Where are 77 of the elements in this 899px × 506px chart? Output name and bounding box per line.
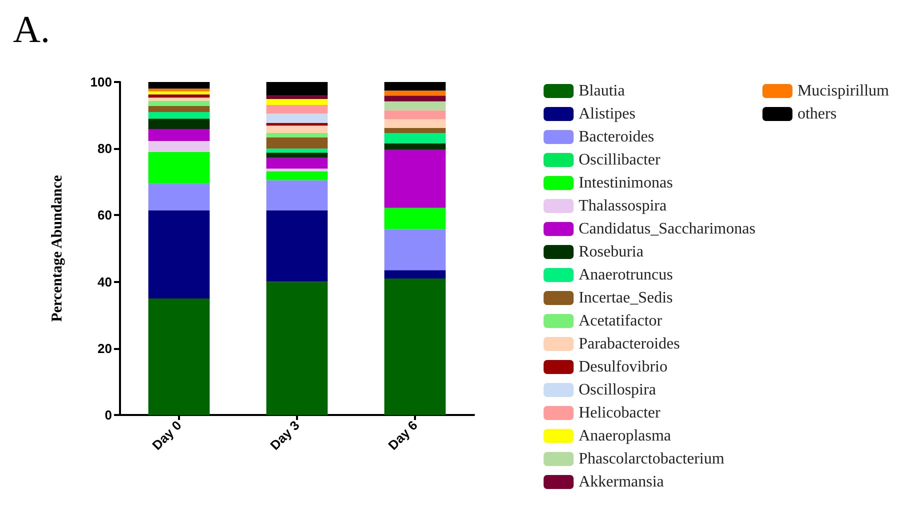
legend-label: Acetatifactor (578, 312, 663, 330)
bar (148, 140, 210, 152)
bar (266, 180, 328, 210)
bar (384, 132, 446, 144)
bar (148, 118, 210, 129)
bar (384, 229, 446, 270)
legend-label: Oscillospira (578, 382, 656, 398)
bar (384, 90, 446, 96)
bar (266, 122, 328, 126)
bar (384, 278, 446, 415)
legend-label: Helicobacter (578, 404, 661, 422)
bar (266, 148, 328, 153)
bar (266, 210, 328, 282)
bar (266, 96, 328, 99)
bar (266, 171, 328, 180)
legend-label: Bacteroides (578, 128, 654, 146)
bar (384, 110, 446, 120)
legend-label: Blautia (578, 82, 625, 100)
legend-label: Candidatus_Saccharimonas (578, 220, 756, 238)
legend-label: Incertae_Sedis (578, 290, 673, 306)
legend-label: Akkermansia (578, 474, 664, 490)
x-tick-label: Day 6 (385, 418, 420, 453)
y-tick-label: 40 (98, 274, 112, 290)
bar (384, 150, 446, 208)
legend-label: Parabacteroides (578, 336, 680, 352)
bar (148, 82, 210, 89)
bar (266, 98, 328, 105)
bar (384, 96, 446, 102)
legend-label: Desulfovibrio (578, 358, 668, 376)
bar (148, 91, 210, 94)
bar (266, 168, 328, 172)
bar (148, 88, 210, 92)
bar (148, 106, 210, 112)
legend-label: Anaeroplasma (578, 428, 672, 444)
y-tick-label: 20 (98, 340, 112, 356)
legend-label: Intestinimonas (578, 174, 673, 192)
bar (384, 208, 446, 230)
bar (266, 137, 328, 149)
y-axis-title: Percentage Abundance (50, 174, 66, 322)
y-tick-label: 0 (104, 408, 112, 422)
x-tick-label: Day 3 (267, 418, 302, 453)
bar (384, 119, 446, 128)
legend-label: Mucispirillum (797, 82, 890, 100)
bar (384, 270, 446, 278)
bar (266, 152, 328, 158)
bar (384, 101, 446, 110)
bar (148, 94, 210, 98)
bar (266, 132, 328, 138)
legend-label: Oscillibacter (578, 152, 662, 168)
y-tick-label: 60 (98, 208, 112, 223)
bar (266, 126, 328, 133)
legend-label: Thalassospira (578, 198, 667, 214)
legend-label: Anaerotruncus (578, 266, 673, 284)
bar (384, 128, 446, 133)
bar (266, 82, 328, 96)
x-tick-label: Day 0 (149, 418, 184, 453)
bar (384, 143, 446, 150)
bar (384, 82, 446, 91)
y-tick-label: 100 (90, 74, 112, 90)
legend-label: Alistipes (578, 106, 636, 122)
bar (148, 128, 210, 141)
bar (148, 112, 210, 119)
bar (266, 282, 328, 415)
bar (266, 104, 328, 114)
bar (148, 210, 210, 298)
bar (266, 158, 328, 169)
legend-label: Roseburia (578, 244, 644, 260)
chart-title: A. (13, 9, 50, 51)
bar (266, 114, 328, 123)
bar (148, 184, 210, 210)
legend-label: others (797, 106, 837, 122)
bar (148, 298, 210, 415)
y-tick-label: 80 (98, 141, 112, 156)
bar (148, 98, 210, 101)
bar (148, 152, 210, 184)
legend-label: Phascolarctobacterium (578, 450, 725, 468)
bar (148, 100, 210, 106)
